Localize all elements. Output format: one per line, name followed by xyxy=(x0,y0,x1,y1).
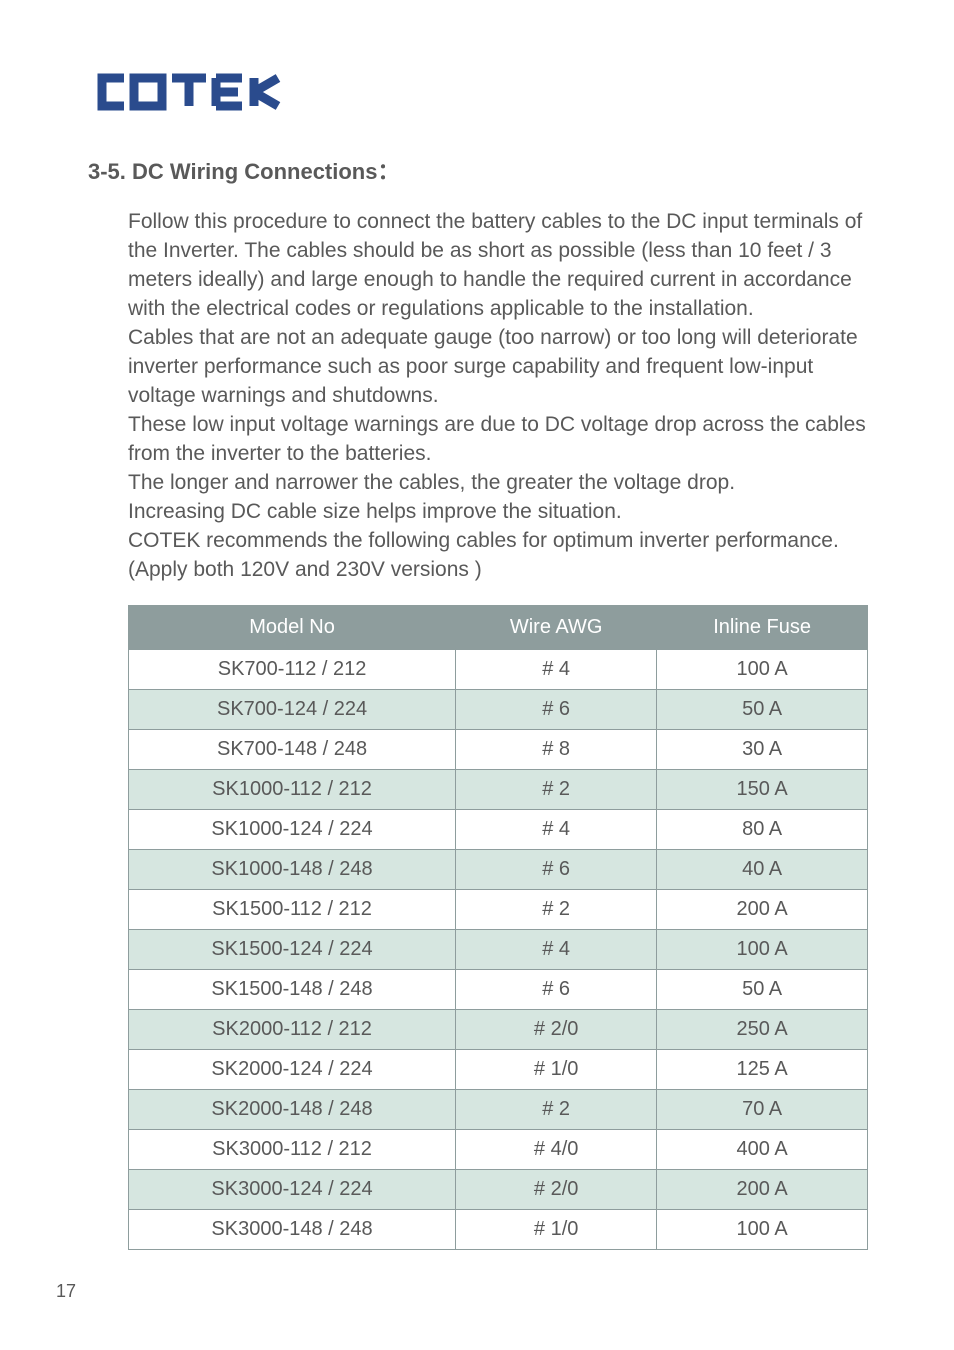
table-cell-fuse: 50 A xyxy=(657,969,868,1009)
col-header-fuse: Inline Fuse xyxy=(657,605,868,649)
table-cell-awg: # 1/0 xyxy=(456,1049,657,1089)
table-cell-fuse: 200 A xyxy=(657,1169,868,1209)
brand-logo xyxy=(88,68,866,116)
table-cell-awg: # 2 xyxy=(456,769,657,809)
table-row: SK700-148 / 248# 830 A xyxy=(129,729,868,769)
table-row: SK1000-148 / 248# 640 A xyxy=(129,849,868,889)
table-cell-fuse: 125 A xyxy=(657,1049,868,1089)
paragraph: Follow this procedure to connect the bat… xyxy=(128,208,866,324)
table-cell-awg: # 6 xyxy=(456,969,657,1009)
table-row: SK1500-148 / 248# 650 A xyxy=(129,969,868,1009)
table-cell-awg: # 4/0 xyxy=(456,1129,657,1169)
table-cell-awg: # 1/0 xyxy=(456,1209,657,1249)
table-cell-fuse: 250 A xyxy=(657,1009,868,1049)
table-cell-awg: # 4 xyxy=(456,809,657,849)
paragraph: Cables that are not an adequate gauge (t… xyxy=(128,324,866,411)
table-cell-fuse: 100 A xyxy=(657,929,868,969)
body-paragraphs: Follow this procedure to connect the bat… xyxy=(128,208,866,585)
table-cell-fuse: 100 A xyxy=(657,649,868,689)
table-row: SK3000-112 / 212# 4/0400 A xyxy=(129,1129,868,1169)
table-cell-fuse: 200 A xyxy=(657,889,868,929)
paragraph: Increasing DC cable size helps improve t… xyxy=(128,498,866,527)
table-cell-awg: # 4 xyxy=(456,649,657,689)
table-cell-fuse: 70 A xyxy=(657,1089,868,1129)
wire-spec-table: Model No Wire AWG Inline Fuse SK700-112 … xyxy=(128,605,868,1250)
table-cell-model: SK1500-148 / 248 xyxy=(129,969,456,1009)
section-heading: 3-5. DC Wiring Connections： xyxy=(88,154,866,186)
table-cell-fuse: 80 A xyxy=(657,809,868,849)
table-cell-awg: # 6 xyxy=(456,689,657,729)
table-cell-model: SK3000-124 / 224 xyxy=(129,1169,456,1209)
table-row: SK1500-112 / 212# 2200 A xyxy=(129,889,868,929)
table-cell-awg: # 2 xyxy=(456,1089,657,1129)
table-cell-fuse: 30 A xyxy=(657,729,868,769)
table-cell-model: SK1500-112 / 212 xyxy=(129,889,456,929)
table-cell-model: SK1000-148 / 248 xyxy=(129,849,456,889)
table-cell-model: SK700-148 / 248 xyxy=(129,729,456,769)
table-cell-awg: # 2 xyxy=(456,889,657,929)
table-cell-model: SK2000-112 / 212 xyxy=(129,1009,456,1049)
table-cell-fuse: 150 A xyxy=(657,769,868,809)
table-header-row: Model No Wire AWG Inline Fuse xyxy=(129,605,868,649)
page-number: 17 xyxy=(56,1281,76,1302)
table-cell-awg: # 4 xyxy=(456,929,657,969)
table-cell-fuse: 100 A xyxy=(657,1209,868,1249)
table-cell-fuse: 50 A xyxy=(657,689,868,729)
table-row: SK700-124 / 224# 650 A xyxy=(129,689,868,729)
paragraph: The longer and narrower the cables, the … xyxy=(128,469,866,498)
table-row: SK2000-124 / 224# 1/0125 A xyxy=(129,1049,868,1089)
table-row: SK3000-148 / 248# 1/0100 A xyxy=(129,1209,868,1249)
table-row: SK1000-112 / 212# 2150 A xyxy=(129,769,868,809)
paragraph: These low input voltage warnings are due… xyxy=(128,411,866,469)
table-cell-awg: # 6 xyxy=(456,849,657,889)
table-cell-fuse: 400 A xyxy=(657,1129,868,1169)
table-row: SK3000-124 / 224# 2/0200 A xyxy=(129,1169,868,1209)
table-row: SK1000-124 / 224# 480 A xyxy=(129,809,868,849)
table-row: SK2000-112 / 212# 2/0250 A xyxy=(129,1009,868,1049)
table-row: SK2000-148 / 248# 270 A xyxy=(129,1089,868,1129)
table-cell-model: SK2000-148 / 248 xyxy=(129,1089,456,1129)
table-cell-model: SK3000-112 / 212 xyxy=(129,1129,456,1169)
table-cell-model: SK1500-124 / 224 xyxy=(129,929,456,969)
table-row: SK700-112 / 212# 4100 A xyxy=(129,649,868,689)
table-cell-awg: # 8 xyxy=(456,729,657,769)
table-cell-model: SK2000-124 / 224 xyxy=(129,1049,456,1089)
table-cell-model: SK1000-112 / 212 xyxy=(129,769,456,809)
table-cell-model: SK700-112 / 212 xyxy=(129,649,456,689)
table-cell-model: SK1000-124 / 224 xyxy=(129,809,456,849)
table-cell-awg: # 2/0 xyxy=(456,1169,657,1209)
paragraph: (Apply both 120V and 230V versions ) xyxy=(128,556,866,585)
table-cell-awg: # 2/0 xyxy=(456,1009,657,1049)
col-header-awg: Wire AWG xyxy=(456,605,657,649)
table-cell-model: SK700-124 / 224 xyxy=(129,689,456,729)
table-cell-model: SK3000-148 / 248 xyxy=(129,1209,456,1249)
paragraph: COTEK recommends the following cables fo… xyxy=(128,527,866,556)
table-cell-fuse: 40 A xyxy=(657,849,868,889)
table-row: SK1500-124 / 224# 4100 A xyxy=(129,929,868,969)
col-header-model: Model No xyxy=(129,605,456,649)
